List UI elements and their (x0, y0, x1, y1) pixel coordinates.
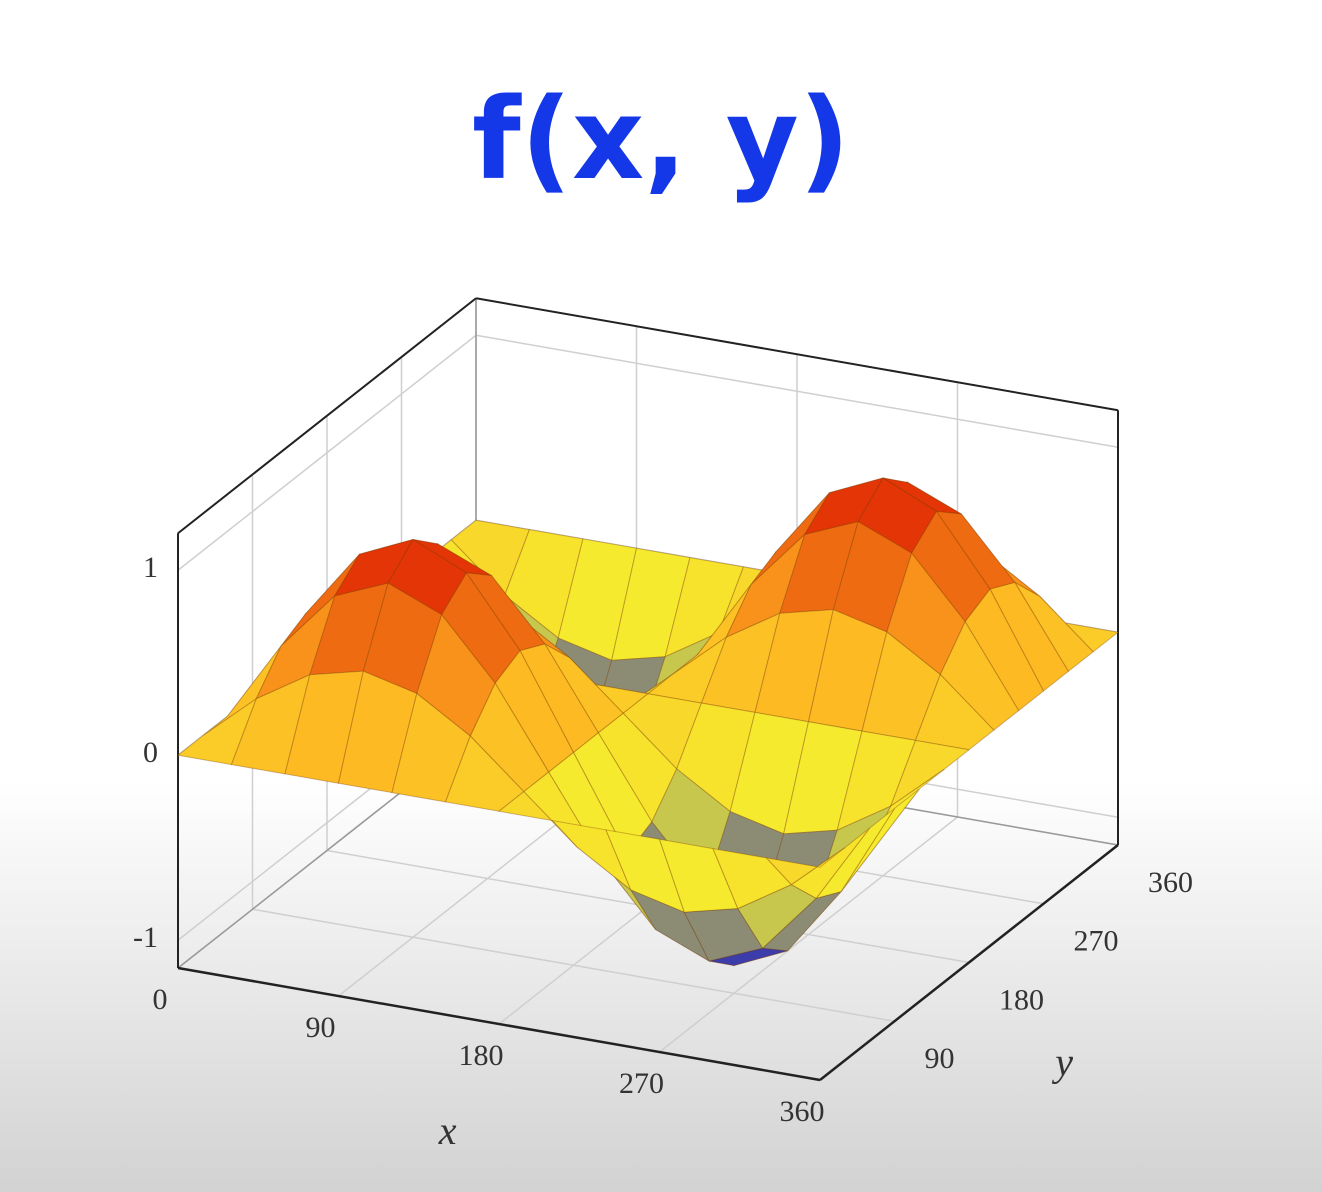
surface-patch (964, 588, 1045, 712)
grid-line (475, 334, 1119, 448)
x-tick-label: 90 (306, 1011, 336, 1044)
chart-title: f(x, y) (472, 75, 850, 205)
y-axis-label: y (1051, 1039, 1073, 1084)
x-tick-label: 360 (780, 1095, 825, 1128)
box-edge (177, 297, 477, 535)
surface-patch (889, 739, 971, 808)
x-tick-label: 270 (619, 1067, 664, 1100)
x-tick-label: 0 (153, 983, 168, 1016)
x-tick-label: 180 (459, 1039, 504, 1072)
z-tick-label: -1 (133, 921, 158, 954)
x-axis-label: x (438, 1108, 457, 1153)
box-edge (177, 966, 821, 1082)
y-tick-label: 90 (925, 1042, 955, 1075)
grid-line (177, 334, 477, 571)
surface-patch (814, 808, 895, 900)
box-edge (475, 297, 1119, 412)
surface-patch (765, 847, 846, 886)
z-tick-label: 1 (143, 551, 158, 584)
y-tick-label: 180 (999, 983, 1044, 1016)
z-tick-label: 0 (143, 736, 158, 769)
grid-line (252, 908, 895, 1022)
axes-front: 0 90 180 270 360 90 180 270 360 -1 0 1 x y (133, 551, 1193, 1153)
surface (176, 477, 1120, 967)
box-edge (819, 844, 1119, 1081)
y-tick-label: 270 (1074, 925, 1119, 958)
surface-patch (840, 788, 920, 892)
y-tick-label: 360 (1148, 866, 1193, 899)
